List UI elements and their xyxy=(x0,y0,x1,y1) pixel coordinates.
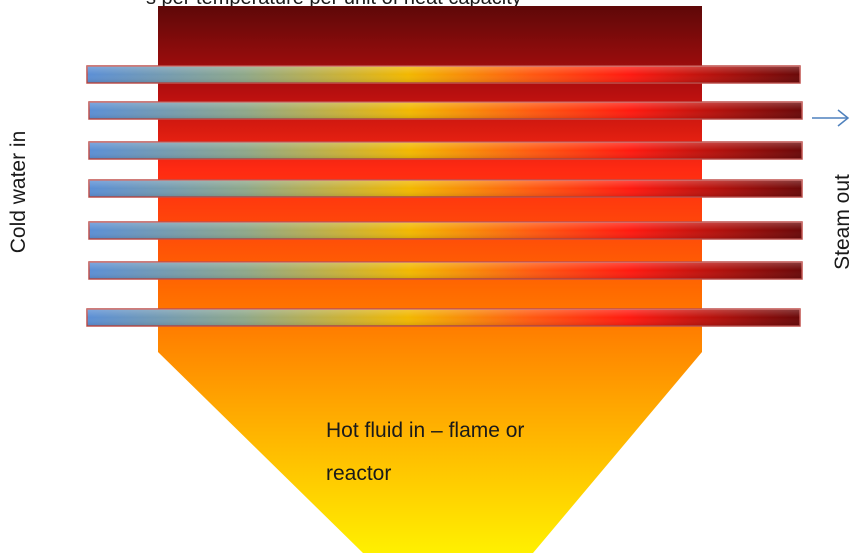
cold-water-in-label: Cold water in xyxy=(7,131,30,254)
tube xyxy=(88,179,803,198)
steam-out-arrow-icon xyxy=(812,109,850,127)
tube xyxy=(88,101,803,120)
hot-fluid-label-line1: Hot fluid in – flame or xyxy=(326,419,524,442)
hot-fluid-label-line2: reactor xyxy=(326,462,391,485)
tube xyxy=(88,261,803,280)
steam-out-label: Steam out xyxy=(831,174,854,270)
tube xyxy=(88,221,803,240)
tube xyxy=(86,308,801,327)
tube-bundle xyxy=(86,65,803,327)
tube xyxy=(86,65,801,84)
tube xyxy=(88,141,803,160)
top-caption: s per temperature per unit of heat capac… xyxy=(146,0,522,9)
